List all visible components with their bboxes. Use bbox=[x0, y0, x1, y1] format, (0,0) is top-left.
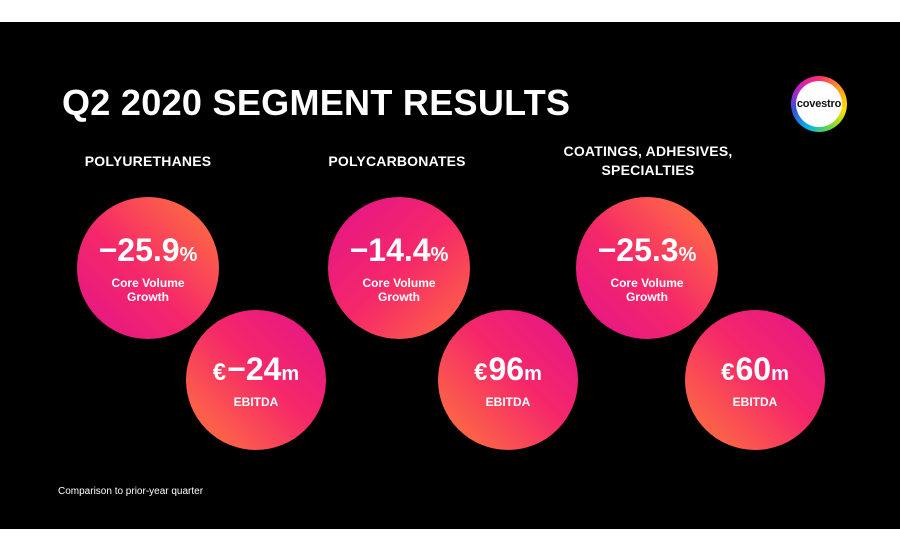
ebitda-circle: €−24m EBITDA bbox=[186, 310, 326, 450]
volume-label: Core Volume Growth bbox=[111, 276, 184, 304]
volume-value: −25.9 bbox=[98, 231, 180, 268]
volume-label-line2: Growth bbox=[378, 289, 420, 304]
ebitda-unit: m bbox=[524, 362, 542, 385]
logo-text: covestro bbox=[796, 98, 842, 110]
currency-symbol: € bbox=[212, 358, 227, 386]
volume-label: Core Volume Growth bbox=[610, 276, 683, 304]
segment-title-line2: SPECIALTIES bbox=[601, 162, 695, 178]
segment-title-line1: COATINGS, ADHESIVES, bbox=[563, 143, 733, 159]
segment-title-coatings: COATINGS, ADHESIVES, SPECIALTIES bbox=[553, 142, 743, 180]
volume-growth-value: −25.3% bbox=[598, 233, 697, 272]
footnote: Comparison to prior-year quarter bbox=[58, 486, 204, 497]
segment-title-line1: POLYCARBONATES bbox=[328, 153, 466, 169]
volume-label-line1: Core Volume bbox=[362, 275, 436, 290]
segment-title-polyurethanes: POLYURETHANES bbox=[63, 152, 233, 171]
volume-label-line2: Growth bbox=[626, 289, 668, 304]
volume-label-line1: Core Volume bbox=[610, 275, 684, 290]
ebitda-label: EBITDA bbox=[233, 394, 279, 409]
segment-title-line1: POLYURETHANES bbox=[84, 153, 212, 169]
ebitda-unit: m bbox=[281, 362, 300, 385]
ebitda-value: 60 bbox=[735, 350, 772, 387]
volume-growth-circle: −14.4% Core Volume Growth bbox=[328, 197, 470, 339]
ebitda-circle: €96m EBITDA bbox=[438, 310, 578, 450]
ebitda-label: EBITDA bbox=[732, 394, 778, 409]
volume-value: −25.3 bbox=[597, 231, 679, 268]
currency-symbol: € bbox=[474, 358, 488, 386]
volume-growth-value: −14.4% bbox=[350, 233, 449, 272]
volume-growth-circle: −25.9% Core Volume Growth bbox=[77, 197, 219, 339]
ebitda-value: −24 bbox=[227, 350, 282, 387]
currency-symbol: € bbox=[721, 358, 735, 386]
volume-unit: % bbox=[179, 243, 198, 266]
volume-growth-circle: −25.3% Core Volume Growth bbox=[576, 197, 718, 339]
segment-title-polycarbonates: POLYCARBONATES bbox=[312, 152, 482, 171]
ebitda-value-row: €96m bbox=[474, 352, 542, 391]
volume-label-line1: Core Volume bbox=[111, 275, 185, 290]
volume-label: Core Volume Growth bbox=[362, 276, 435, 304]
volume-unit: % bbox=[678, 243, 697, 266]
volume-value: −14.4 bbox=[349, 231, 431, 268]
slide: Q2 2020 SEGMENT RESULTS covestro POLYURE… bbox=[0, 22, 900, 529]
logo-inner: covestro bbox=[796, 81, 842, 127]
ebitda-value: 96 bbox=[488, 350, 525, 387]
volume-growth-value: −25.9% bbox=[99, 233, 198, 272]
ebitda-circle: €60m EBITDA bbox=[685, 310, 825, 450]
volume-unit: % bbox=[430, 243, 449, 266]
ebitda-unit: m bbox=[771, 362, 789, 385]
ebitda-value-row: €−24m bbox=[213, 352, 299, 391]
volume-label-line2: Growth bbox=[127, 289, 169, 304]
ebitda-value-row: €60m bbox=[721, 352, 789, 391]
ebitda-label: EBITDA bbox=[485, 394, 531, 409]
page-title: Q2 2020 SEGMENT RESULTS bbox=[62, 82, 571, 123]
covestro-logo: covestro bbox=[791, 76, 847, 132]
